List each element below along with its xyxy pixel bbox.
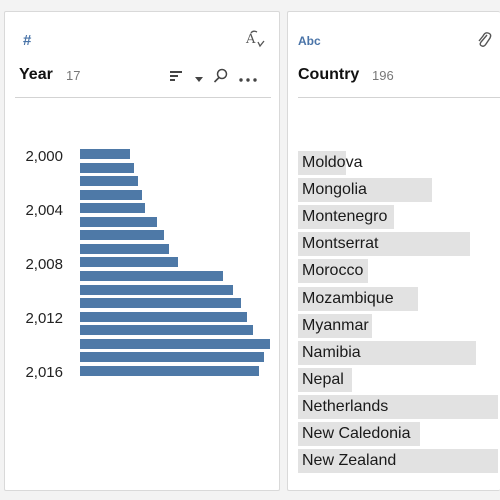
year-bar-2015[interactable]	[80, 352, 264, 363]
year-bar-2004[interactable]	[80, 203, 146, 214]
country-label: Nepal	[302, 370, 344, 388]
header-divider	[15, 97, 271, 98]
spelling-icon[interactable]: A	[245, 30, 267, 55]
year-bar-2002[interactable]	[80, 176, 139, 187]
country-count-bar	[298, 313, 372, 338]
country-label: Morocco	[302, 262, 364, 280]
year-bar-2009[interactable]	[80, 270, 223, 281]
country-label: New Caledonia	[302, 425, 411, 442]
country-count-bar	[298, 422, 420, 446]
year-tick-label: 2,004	[25, 202, 63, 219]
country-count-bar	[298, 340, 476, 365]
country-row[interactable]: Mongolia	[298, 178, 498, 203]
year-bar-2005[interactable]	[80, 216, 157, 227]
year-bar-2011[interactable]	[80, 298, 242, 309]
year-field-title: Year	[19, 66, 53, 83]
country-row[interactable]: Nepal	[298, 367, 498, 392]
year-tick-label: 2,016	[25, 364, 63, 381]
country-row[interactable]: Montserrat	[298, 232, 498, 257]
year-field-card[interactable]: # A Year 17	[4, 11, 280, 491]
country-label: New Zealand	[302, 452, 397, 470]
country-row[interactable]: New Caledonia	[298, 422, 498, 446]
string-type-icon: Abc	[298, 34, 321, 48]
country-row[interactable]: Namibia	[298, 340, 498, 365]
year-bar-2014[interactable]	[80, 338, 270, 349]
year-bar-2008[interactable]	[80, 257, 179, 268]
country-label: Namibia	[302, 343, 361, 361]
country-label: Mozambique	[302, 289, 394, 307]
year-tick-label: 2,000	[25, 148, 63, 165]
year-bar-2000[interactable]	[80, 149, 131, 159]
country-label: Myanmar	[302, 316, 369, 334]
sort-icon[interactable]	[169, 69, 185, 88]
header-divider	[298, 97, 500, 98]
country-count-bar	[298, 259, 368, 284]
country-label: Montserrat	[302, 235, 379, 253]
year-bar-2012[interactable]	[80, 311, 247, 322]
year-bar-2010[interactable]	[80, 284, 234, 295]
country-count-bar	[298, 178, 432, 203]
country-count-bar	[298, 367, 352, 392]
country-row[interactable]: Myanmar	[298, 313, 498, 338]
year-tick-label: 2,008	[25, 256, 63, 273]
year-bar-2006[interactable]	[80, 230, 164, 241]
paperclip-icon[interactable]	[476, 30, 492, 55]
country-count-bar	[298, 151, 346, 175]
number-type-icon: #	[23, 32, 32, 49]
dropdown-caret-icon[interactable]	[195, 70, 203, 88]
country-label: Mongolia	[302, 181, 367, 199]
country-row[interactable]: Netherlands	[298, 394, 498, 419]
country-label: Moldova	[302, 154, 363, 171]
year-bar-2013[interactable]	[80, 325, 253, 336]
year-bar-2001[interactable]	[80, 162, 135, 173]
country-field-title: Country	[298, 66, 360, 83]
country-row[interactable]: New Zealand	[298, 449, 498, 474]
country-count-bar	[298, 449, 498, 474]
year-tick-label: 2,012	[25, 310, 63, 327]
svg-text:A: A	[245, 32, 256, 47]
search-icon[interactable]	[213, 68, 229, 89]
country-count-bar	[298, 232, 470, 257]
country-row[interactable]: Moldova	[298, 151, 498, 175]
country-row[interactable]: Mozambique	[298, 286, 498, 311]
year-bar-2007[interactable]	[80, 243, 169, 254]
country-label: Netherlands	[302, 397, 389, 415]
country-row[interactable]: Montenegro	[298, 205, 498, 230]
year-bar-2003[interactable]	[80, 189, 143, 200]
country-count-bar	[298, 286, 418, 311]
country-row[interactable]: Morocco	[298, 259, 498, 284]
country-field-card[interactable]: Abc Country 196 Moldova Mongolia Montenegr…	[287, 11, 500, 491]
more-icon[interactable]	[239, 70, 257, 88]
year-bar-2016[interactable]	[80, 365, 259, 376]
country-count-bar	[298, 205, 394, 230]
year-field-count: 17	[66, 68, 81, 83]
country-count-bar	[298, 394, 498, 419]
country-field-count: 196	[372, 68, 394, 83]
country-label: Montenegro	[302, 208, 388, 226]
